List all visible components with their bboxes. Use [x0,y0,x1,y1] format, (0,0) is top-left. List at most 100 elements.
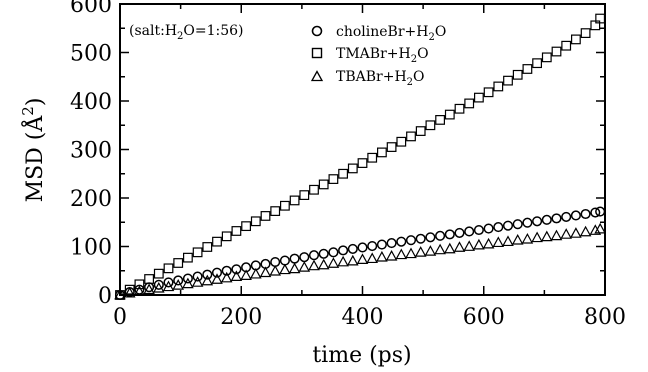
triangle-point [424,245,437,256]
legend-label-choline: cholineBr+H2O [336,24,446,43]
square-point [595,13,606,24]
legend-label-tba: TBABr+H2O [336,69,425,88]
triangle-point [482,237,495,249]
square-point [328,174,339,184]
circle-point [541,214,552,225]
triangle-point [385,249,398,261]
triangle-point [317,258,330,270]
triangle-point [356,253,369,264]
triangle-point [152,281,165,293]
circle-point [386,238,397,249]
triangle-point [143,283,155,295]
square-point [396,136,407,147]
triangle-point [376,250,388,262]
circle-point [308,250,320,261]
triangle-point [308,259,320,271]
circle-point [182,273,193,284]
x-tick-label: 600 [463,305,505,330]
y-axis-label: MSD (Å2) [19,98,48,203]
circle-point [590,207,601,218]
circle-point [153,279,164,290]
circle-point [231,264,242,275]
square-point [338,168,348,179]
square-point [163,263,174,274]
circle-point [202,269,213,280]
square-point [503,75,513,86]
triangle-point [269,264,282,276]
circle-point [367,240,378,252]
circle-point [454,227,465,238]
square-point [173,258,184,268]
triangle-point [502,235,514,247]
square-point [454,103,465,114]
triangle-point [220,271,233,283]
circle-point [502,220,514,231]
circle-point [328,247,339,258]
circle-point [483,223,494,234]
square-point [444,109,455,120]
x-tick-label: 200 [220,305,262,330]
legend: cholineBr+H2O TMABr+H2O TBABr+H2O [310,24,446,88]
y-tick-label: 500 [70,42,112,67]
triangle-point [579,225,592,237]
y-tick-label: 0 [98,284,112,309]
square-point [512,69,523,80]
square-point [347,163,358,174]
square-point [280,200,290,211]
y-tick-label: 400 [70,90,112,115]
square-point [367,152,378,163]
circle-point [299,252,310,263]
square-point [299,190,310,200]
circle-point [551,213,562,224]
triangle-point [191,276,204,287]
square-point [357,158,368,168]
square-point [221,231,232,242]
square-point [260,211,271,221]
x-tick-label: 0 [113,305,127,330]
triangle-point [230,270,243,281]
square-point [580,28,591,38]
circle-point [580,208,591,220]
triangle-point [337,255,349,267]
legend-circle-marker [311,25,323,37]
triangle-point [414,246,427,257]
circle-point [473,224,484,236]
triangle-point [589,224,602,235]
square-point [541,52,552,63]
triangle-point [366,252,379,264]
y-tick-label: 300 [70,139,112,164]
triangle-point [327,257,340,268]
triangle-point [570,227,582,238]
square-point [561,40,572,51]
series-square [115,13,606,300]
legend-square-marker [311,47,323,59]
circle-point [570,210,581,221]
circle-point [338,245,349,256]
square-point [406,131,416,142]
square-point [532,58,542,69]
square-point [570,34,581,45]
triangle-point [405,247,417,259]
circle-point [425,232,436,243]
square-point [192,247,203,258]
square-point [124,284,135,295]
triangle-point [443,242,456,254]
triangle-point [540,230,553,242]
series-triangle [114,222,606,300]
square-point [551,46,562,57]
triangle-point [463,240,476,251]
annotation-salt-ratio: (salt:H2O=1:56) [129,23,244,42]
circle-point [435,230,446,241]
circle-point [318,248,329,259]
triangle-point [211,273,223,284]
y-tick-label: 200 [70,187,112,212]
triangle-point [240,269,252,280]
square-point [134,279,145,290]
triangle-point [114,288,126,300]
triangle-point [201,274,214,286]
triangle-point [473,238,485,250]
triangle-point [133,285,146,297]
circle-point [396,236,407,247]
y-tick-label: 600 [70,0,112,18]
series-circle [114,206,606,301]
